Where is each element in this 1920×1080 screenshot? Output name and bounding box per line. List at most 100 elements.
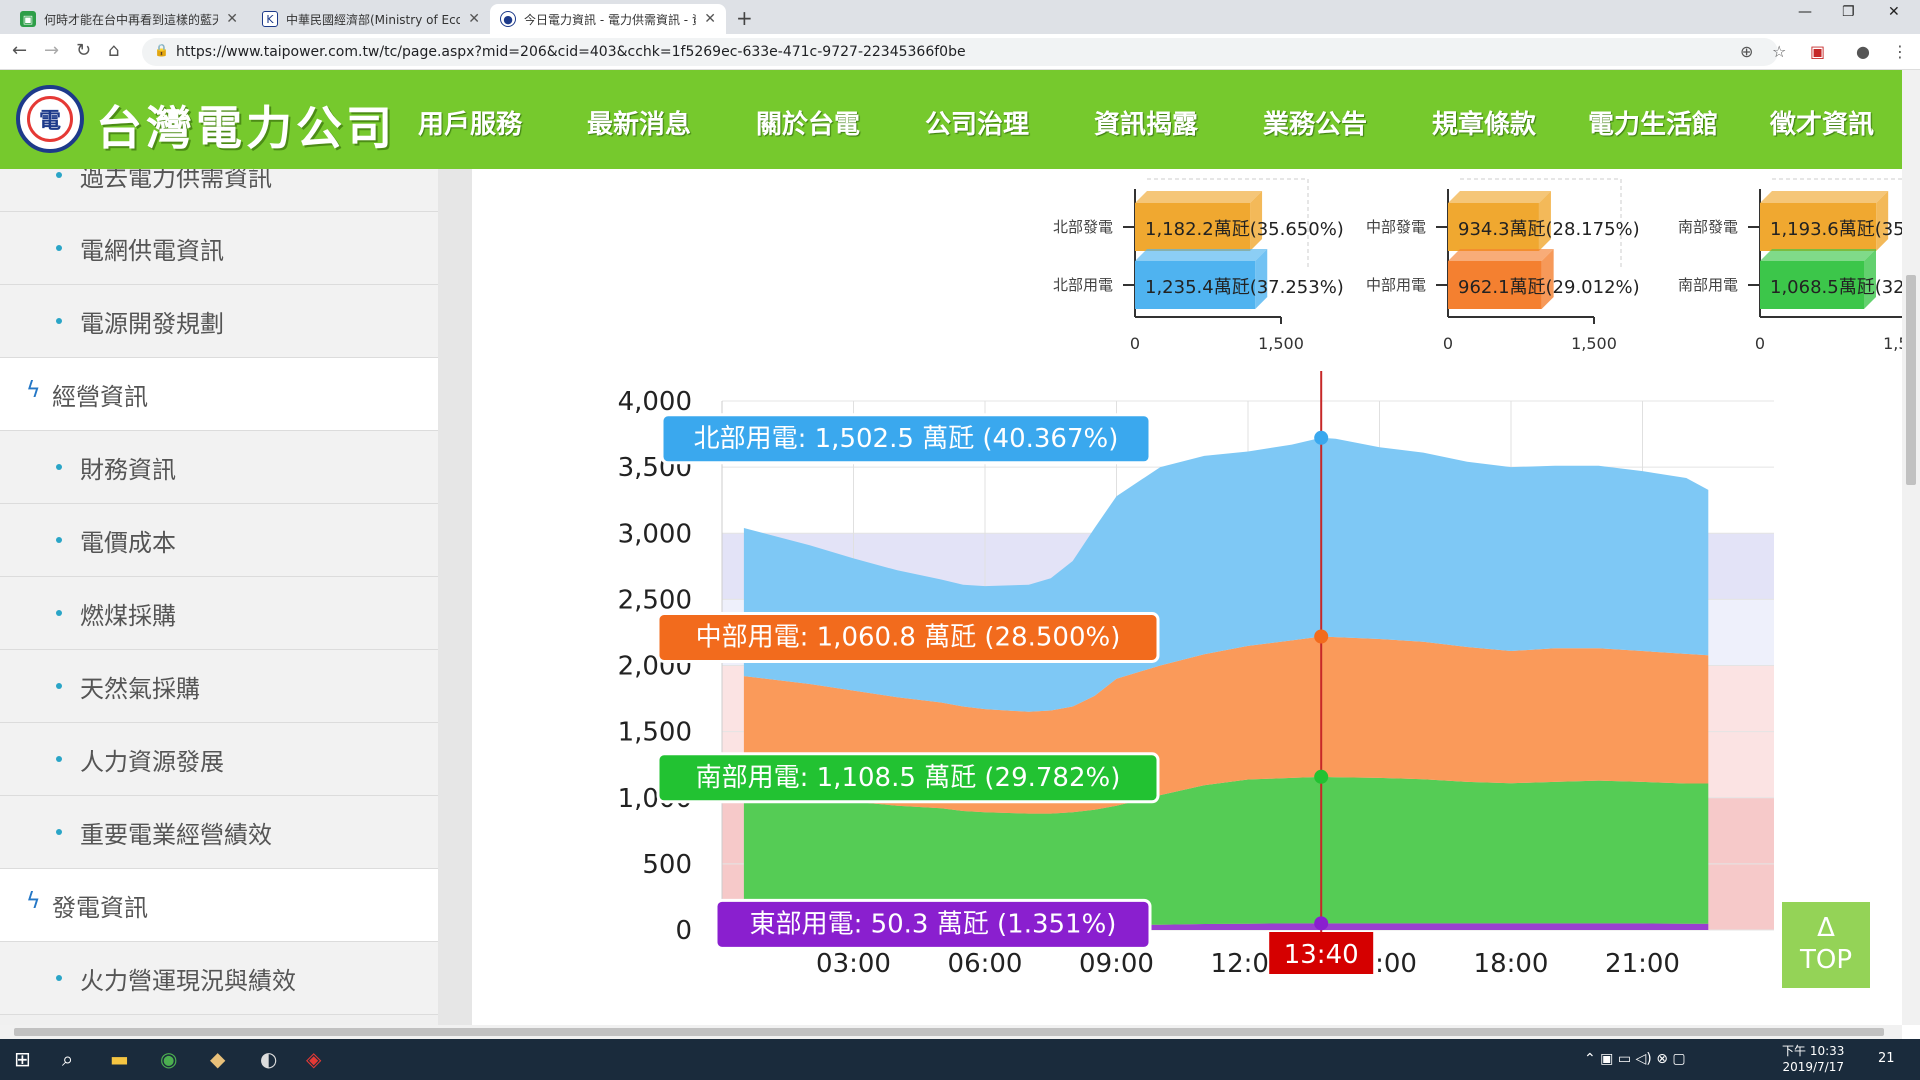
menu-about[interactable]: 關於台電 — [756, 110, 861, 140]
sidebar-item-performance[interactable]: 重要電業經營績效 — [0, 796, 438, 869]
browser-tab-3[interactable]: ● 今日電力資訊 - 電力供需資訊 - 資 ✕ — [490, 4, 726, 34]
tooltip-marker — [1314, 430, 1329, 445]
menu-news[interactable]: 最新消息 — [587, 110, 692, 140]
menu-disclosure[interactable]: 資訊揭露 — [1094, 110, 1199, 140]
app-icon[interactable]: ◐ — [260, 1047, 278, 1071]
sidebar-item-grid-info[interactable]: 電網供電資訊 — [0, 212, 438, 285]
bar — [1135, 203, 1251, 251]
sidebar-item-label: 火力營運現況與績效 — [80, 966, 296, 995]
y-tick-label: 0 — [675, 916, 692, 946]
app-icon[interactable]: ◆ — [210, 1047, 226, 1071]
bar-data-label: 1,182.2萬瓩(35.650%) — [1145, 219, 1344, 240]
sidebar-item-thermal[interactable]: 火力營運現況與績效 — [0, 942, 438, 1015]
x-tick-label: 21:00 — [1605, 949, 1680, 979]
x-tick-label: 06:00 — [948, 949, 1023, 979]
scrollbar-thumb[interactable] — [14, 1028, 1884, 1036]
back-to-top-button[interactable]: Δ TOP — [1782, 902, 1870, 988]
window-close-icon[interactable]: ✕ — [1888, 4, 1900, 20]
sidebar-section-business[interactable]: ϟ 經營資訊 — [0, 358, 438, 431]
sidebar-item-label: 電網供電資訊 — [80, 236, 224, 265]
sidebar-item-hr[interactable]: 人力資源發展 — [0, 723, 438, 796]
extension-icon[interactable]: ▣ — [1810, 42, 1826, 61]
back-icon[interactable]: ← — [12, 40, 28, 61]
sidebar-item-past-supply[interactable]: 過去電力供需資訊 — [0, 169, 438, 212]
horizontal-scrollbar[interactable] — [0, 1025, 1902, 1039]
vertical-scrollbar[interactable] — [1902, 70, 1920, 1025]
bar-data-label: 962.1萬瓩(29.012%) — [1458, 277, 1640, 298]
browser-tab-1[interactable]: ▣ 何時才能在台中再看到這樣的藍天 ✕ — [10, 4, 248, 34]
sidebar-item-finance[interactable]: 財務資訊 — [0, 431, 438, 504]
taskbar-clock[interactable]: 下午 10:33 2019/7/17 — [1782, 1043, 1844, 1075]
sidebar-item-label: 過去電力供需資訊 — [80, 169, 272, 192]
reload-icon[interactable]: ↻ — [76, 40, 92, 61]
bookmark-star-icon[interactable]: ☆ — [1772, 42, 1787, 61]
sidebar-section-label: 經營資訊 — [52, 382, 148, 411]
menu-announcements[interactable]: 業務公告 — [1263, 110, 1368, 140]
chrome-icon[interactable]: ◉ — [160, 1047, 178, 1071]
search-icon[interactable]: ⌕ — [62, 1047, 74, 1071]
system-tray-icons[interactable]: ⌃ ▣ ▭ ◁) ⊗ ▢ — [1584, 1051, 1686, 1067]
bar-side-face — [1250, 191, 1263, 251]
lightning-icon: ϟ — [26, 378, 41, 403]
windows-start-icon[interactable]: ⊞ — [14, 1047, 31, 1071]
sidebar-item-price-cost[interactable]: 電價成本 — [0, 504, 438, 577]
profile-icon[interactable]: ● — [1856, 42, 1870, 61]
notification-badge[interactable]: 21 — [1878, 1051, 1895, 1066]
tooltip-box — [656, 752, 1160, 804]
regional-load-area-chart: 05001,0001,5002,0002,5003,0003,5004,0000… — [618, 371, 1774, 979]
bar-side-face — [1864, 249, 1877, 309]
bar-top-face — [1135, 249, 1268, 261]
bar-category-label: 北部用電 — [1053, 276, 1113, 294]
address-bar[interactable]: 🔒 https://www.taipower.com.tw/tc/page.as… — [142, 38, 1778, 66]
menu-careers[interactable]: 徵才資訊 — [1770, 110, 1875, 140]
sidebar-item-coal[interactable]: 燃煤採購 — [0, 577, 438, 650]
maximize-icon[interactable]: ❐ — [1842, 4, 1855, 20]
home-icon[interactable]: ⌂ — [108, 40, 120, 61]
taipower-logo[interactable]: 電 — [16, 85, 84, 153]
menu-governance[interactable]: 公司治理 — [925, 110, 1030, 140]
browser-menu-icon[interactable]: ⋮ — [1892, 42, 1908, 61]
forward-icon[interactable]: → — [44, 40, 60, 61]
sidebar-section-label: 發電資訊 — [52, 893, 148, 922]
new-tab-icon[interactable]: + — [736, 6, 753, 30]
close-tab-icon[interactable]: ✕ — [704, 11, 716, 27]
bar-data-label: 934.3萬瓩(28.175%) — [1458, 219, 1640, 240]
bar-top-face — [1760, 191, 1889, 203]
ministry-favicon-icon: K — [262, 11, 278, 27]
tooltip-box — [660, 413, 1152, 465]
tooltip-label: 中部用電: 1,060.8 萬瓩 (28.500%) — [696, 622, 1121, 652]
bar — [1448, 261, 1542, 309]
minimize-icon[interactable]: — — [1798, 4, 1812, 20]
tooltip-marker — [1314, 769, 1329, 784]
scrollbar-thumb[interactable] — [1906, 275, 1916, 485]
sidebar-section-generation[interactable]: ϟ 發電資訊 — [0, 869, 438, 942]
file-explorer-icon[interactable]: ▬ — [110, 1047, 129, 1071]
x-tick-label: 09:00 — [1079, 949, 1154, 979]
close-tab-icon[interactable]: ✕ — [226, 11, 238, 27]
bar — [1448, 203, 1539, 251]
y-tick-label: 500 — [642, 850, 692, 880]
lock-icon: 🔒 — [154, 43, 169, 57]
menu-customer-service[interactable]: 用戶服務 — [418, 110, 523, 140]
tooltip-label: 北部用電: 1,502.5 萬瓩 (40.367%) — [694, 424, 1119, 454]
bar-side-face — [1541, 249, 1554, 309]
site-brand[interactable]: 台灣電力公司 — [96, 101, 396, 155]
bar — [1135, 261, 1256, 309]
main-content: 0 1,500 北部發電 1,182.2萬瓩(35.650%) 北部用電 1,235.4萬… — [472, 169, 1902, 1025]
sidebar-item-development-plan[interactable]: 電源開發規劃 — [0, 285, 438, 358]
app-icon[interactable]: ◈ — [306, 1047, 322, 1071]
close-tab-icon[interactable]: ✕ — [468, 11, 480, 27]
sidebar-item-gas[interactable]: 天然氣採購 — [0, 650, 438, 723]
lightning-icon: ϟ — [26, 889, 41, 914]
bar — [1760, 261, 1865, 309]
bar-top-face — [1448, 249, 1554, 261]
menu-life-hall[interactable]: 電力生活館 — [1588, 110, 1719, 140]
x-tick-label: 03:00 — [816, 949, 891, 979]
sidebar-item-label: 電價成本 — [80, 528, 176, 557]
browser-tab-2[interactable]: K 中華民國經濟部(Ministry of Econ ✕ — [252, 4, 490, 34]
zoom-icon[interactable]: ⊕ — [1740, 42, 1754, 61]
bar-axis-tick-label: 1,500 — [1571, 334, 1617, 353]
bar-data-label: 1,193.6萬瓩(35.994%) — [1770, 219, 1902, 240]
bar-data-label: 1,235.4萬瓩(37.253%) — [1145, 277, 1344, 298]
menu-regulations[interactable]: 規章條款 — [1432, 110, 1537, 140]
